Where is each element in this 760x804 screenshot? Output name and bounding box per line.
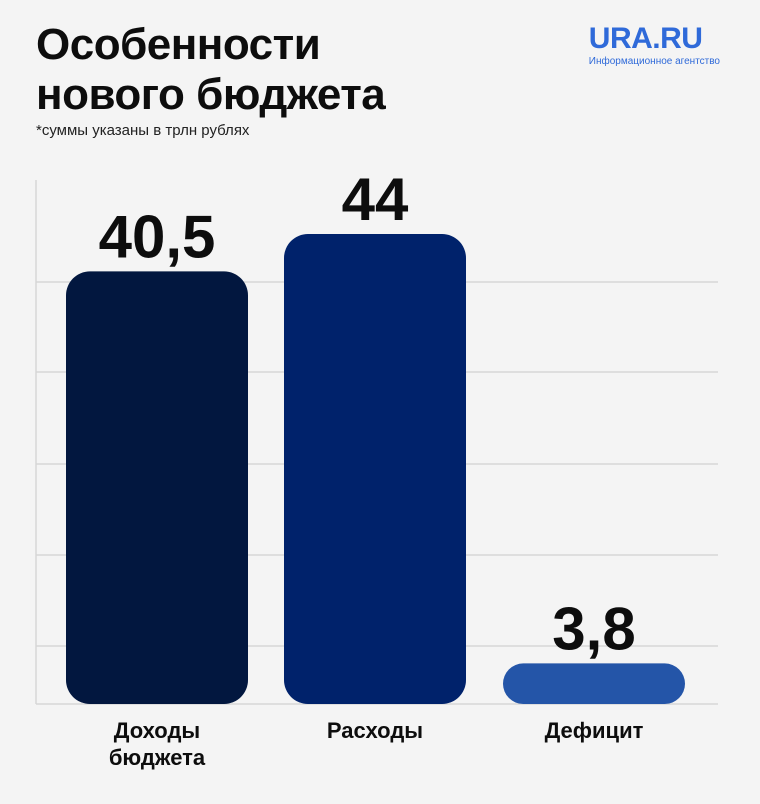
brand-logo: URA.RU Информационное агентство [588, 22, 720, 68]
category-label: Расходы [327, 718, 423, 743]
bar [284, 234, 466, 704]
brand-tagline: Информационное агентство [588, 56, 720, 67]
value-labels: 40,5 44 3,8 [99, 166, 636, 662]
title-line-1: Особенности [36, 20, 321, 69]
bar [66, 271, 248, 704]
category-label: Доходы [114, 718, 200, 743]
brand-name: URA.RU [588, 22, 703, 55]
title-line-2: нового бюджета [36, 70, 386, 119]
category-label: Дефицит [545, 718, 644, 743]
bars [66, 234, 685, 704]
bar [503, 663, 685, 704]
value-label: 3,8 [552, 595, 635, 662]
value-label: 44 [342, 166, 409, 233]
value-label: 40,5 [99, 203, 216, 270]
chart-title: Особенности нового бюджета [36, 20, 556, 120]
category-label: бюджета [109, 745, 206, 770]
chart-subtitle: *суммы указаны в трлн рублях [36, 122, 250, 139]
